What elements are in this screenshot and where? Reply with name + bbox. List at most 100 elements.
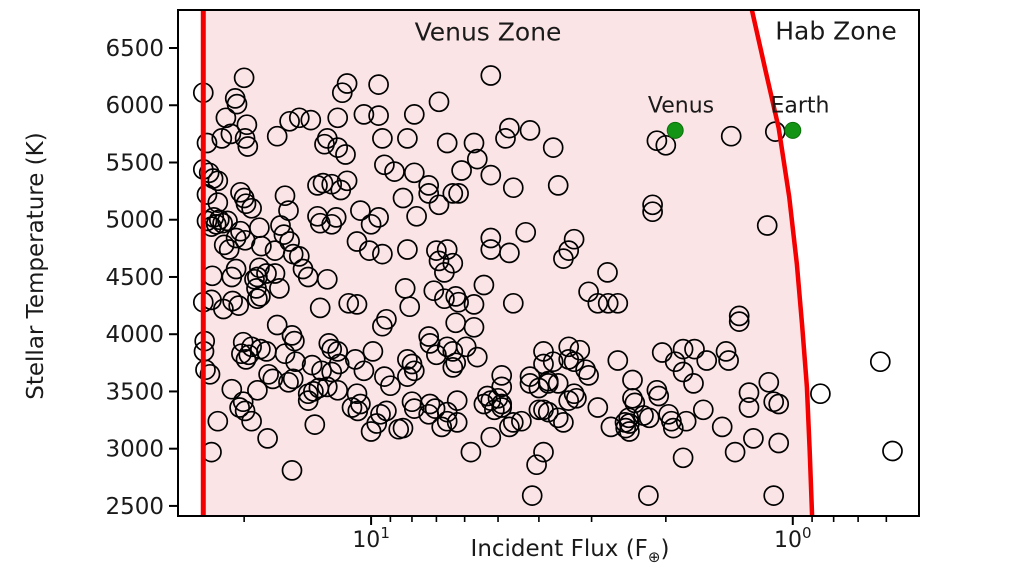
scatter-point [406,205,427,227]
scatter-point [587,292,609,314]
scatter-point [810,383,831,405]
y-tick-label: 3000 [105,437,164,463]
scatter-point [480,65,502,86]
scatter-point [575,359,596,381]
scatter-point [336,170,358,192]
scatter-point [619,421,640,442]
scatter-point [235,193,257,215]
scatter-point [882,440,903,462]
scatter-point [451,160,472,181]
scatter-point [358,240,380,261]
scatter-point [196,184,218,205]
scatter-point [274,185,296,207]
scatter-point [587,397,609,418]
scatter-point [463,294,485,315]
scatter-point [547,407,569,429]
scatter-point [397,366,418,387]
scatter-point [288,107,310,129]
x-axis-title-main: Incident Flux (F [470,536,648,562]
scatter-point [615,417,637,439]
scatter-point [578,365,599,386]
scatter-point [768,393,790,415]
scatter-point [672,447,694,469]
y-tick-label: 6500 [105,36,164,62]
scatter-point [247,379,268,401]
y-tick-label: 3500 [105,379,164,405]
hab-zone-label: Hab Zone [775,16,897,46]
scatter-point [672,338,694,360]
scatter-point [279,231,300,252]
scatter-point [728,311,750,332]
scatter-point [692,399,714,421]
scatter-point [208,209,230,231]
scatter-point [397,128,418,149]
scatter-point [338,292,360,314]
scatter-point [397,239,418,260]
scatter-point [419,333,441,354]
scatter-point [237,136,259,157]
y-tick-label: 4000 [105,322,164,348]
scatter-point [428,194,450,216]
scatter-point [325,207,347,228]
scatter-point [241,410,262,432]
scatter-point [558,390,580,411]
venus-annotation: Venus [647,93,715,119]
scatter-point [499,242,520,264]
scatter-point [331,82,353,104]
scatter-point [607,350,629,371]
scatter-point [225,258,247,280]
scatter-point [403,360,425,382]
scatter-point [720,125,742,147]
scatter-point [763,485,785,506]
scatter-point [553,412,574,433]
scatter-point [448,183,469,204]
scatter-point [455,336,477,358]
scatter-point [718,350,739,371]
scatter-point [368,105,389,126]
scatter-point [207,170,229,192]
scatter-point [236,114,258,136]
scatter-point [228,295,250,316]
scatter-point [558,336,580,358]
scatter-point [446,412,468,433]
venus-point [666,121,684,139]
scatter-point [346,294,368,315]
scatter-point [288,246,310,267]
scatter-point [533,441,554,463]
x-axis-title-end: ) [660,536,670,562]
scatter-point [217,210,238,232]
scatter-point [328,353,350,375]
scatter-point [346,383,368,405]
scatter-point [724,441,746,463]
scatter-point [684,338,705,360]
scatter-point [563,228,585,250]
scatter-point [642,194,663,216]
scatter-point [213,234,235,256]
scatter-point [499,416,520,438]
scatter-point [229,397,250,418]
scatter-point [445,352,467,374]
scatter-point [196,132,218,154]
scatter-point [341,397,363,418]
scatter-point [491,365,513,386]
scatter-point [491,397,513,418]
scatter-point [442,357,464,378]
scatter-point [273,224,295,245]
scatter-point [230,181,251,203]
scatter-point [374,154,395,176]
scatter-point [274,343,296,365]
scatter-point [226,93,248,115]
scatter-point [215,107,237,129]
scatter-point [638,407,660,429]
scatter-point [480,426,502,448]
scatter-point [225,227,247,249]
scatter-point [869,351,891,373]
scatter-point [418,175,440,196]
scatter-point [235,349,257,370]
scatter-point [502,292,524,314]
scatter-point [316,268,338,290]
scatter-point [384,161,405,182]
scatter-point [285,351,306,373]
